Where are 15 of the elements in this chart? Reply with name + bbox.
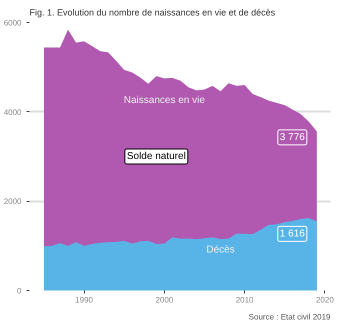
chart-title: Fig. 1. Evolution du nombre de naissances en vie et de décès [30, 8, 276, 18]
x-tick-label: 2020 [316, 296, 334, 304]
series-label: Naissances en vie [124, 95, 206, 106]
x-tick-label: 1990 [75, 296, 94, 304]
y-tick-label: 0 [17, 286, 22, 296]
y-tick-label: 2000 [4, 197, 22, 206]
series-label: Décès [206, 244, 235, 256]
x-tick-label: 2000 [155, 296, 174, 304]
y-tick-label: 4000 [4, 108, 22, 117]
annotation: 3 776 [280, 132, 306, 143]
x-tick-label: 2010 [236, 296, 254, 304]
annotation: Solde naturel [126, 151, 186, 162]
annotation: 1 616 [280, 228, 306, 240]
y-tick-label: 6000 [4, 18, 22, 28]
source-note: Source : Etat civil 2019 [248, 312, 332, 322]
